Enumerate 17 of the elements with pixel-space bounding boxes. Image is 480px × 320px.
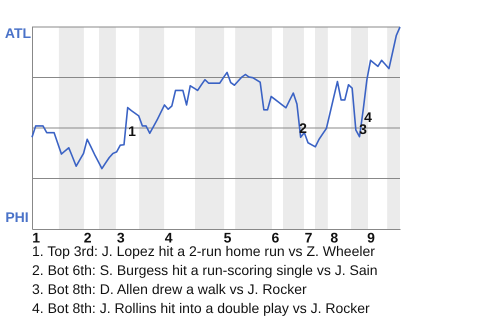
x-tick-label: 8 [330,230,338,246]
x-tick-label: 1 [32,230,40,246]
text: ATL [4,25,32,41]
text: 3. Bot 8th: D. Allen drew a walk vs J. Rocker [32,280,308,299]
x-tick-label: 5 [224,230,232,246]
annotation: 4 [364,109,372,125]
text: 1. Top 3rd: J. Lopez hit a 2-run home run vs Z. Wheeler [32,243,376,261]
x-tick-label: 7 [304,230,313,246]
annotation: 1 [128,123,136,139]
x-tick-label: 9 [367,230,376,246]
x-tick-label: 4 [164,230,173,246]
x-tick-label: 2 [84,230,92,246]
x-tick-label: 3 [116,230,125,246]
text: PHI [5,209,29,225]
text: 2. Bot 6th: S. Burgess hit a run-scoring single vs J. Sain [32,261,378,280]
x-tick-label: 6 [271,230,280,246]
text: 4. Bot 8th: J. Rollins hit into a double play vs J. Rocker [32,299,371,318]
